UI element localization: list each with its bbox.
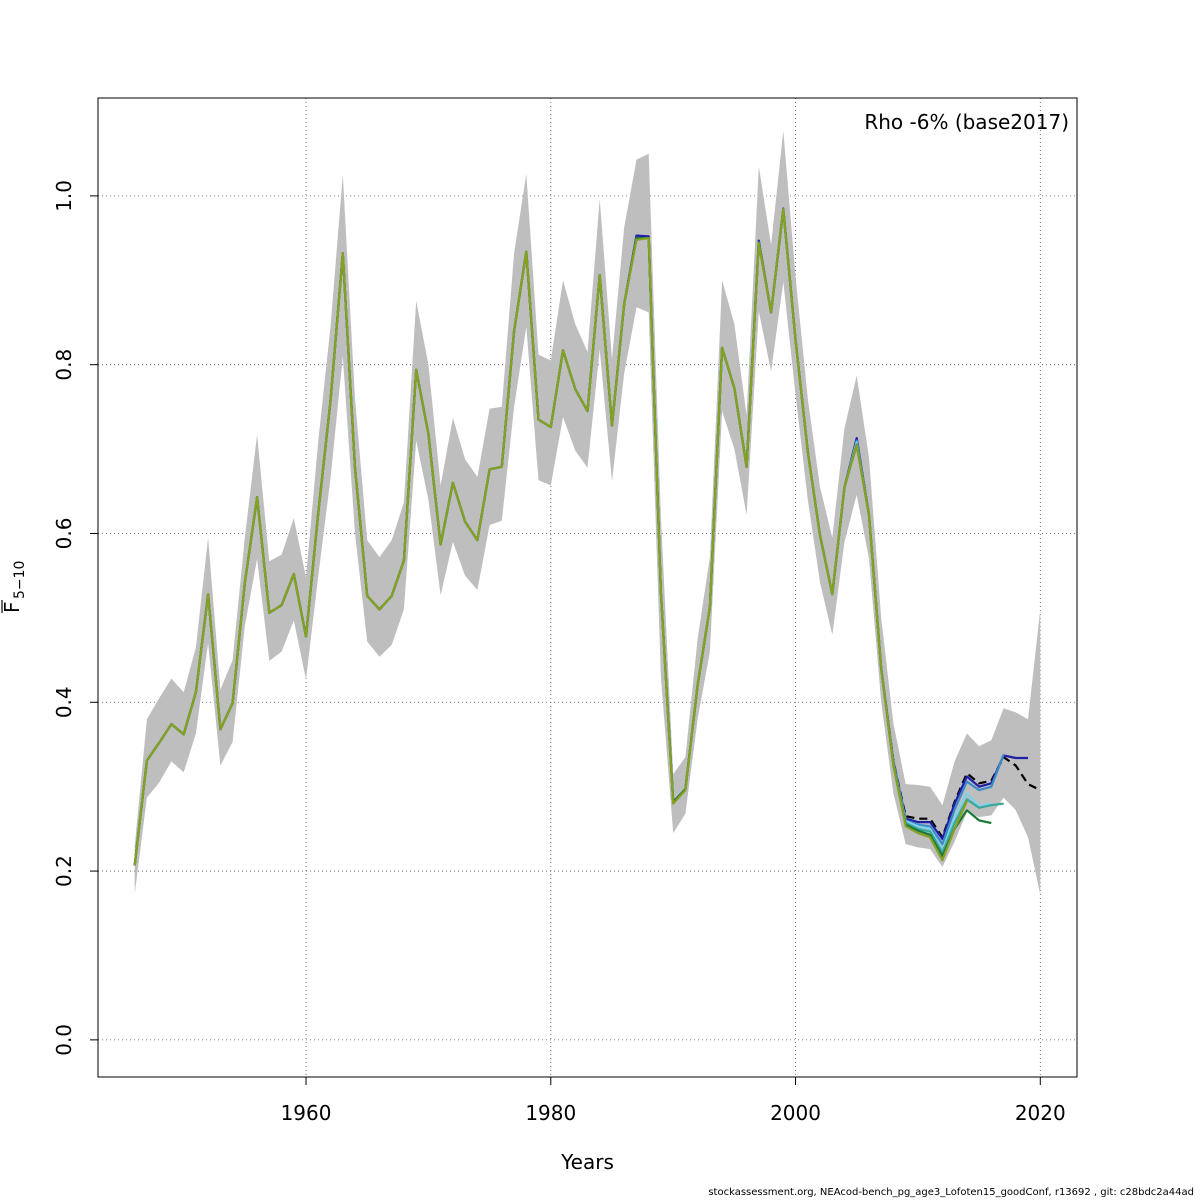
x-tick-label: 2020: [1015, 1101, 1066, 1125]
x-tick-label: 1960: [281, 1101, 332, 1125]
footer-note: stockassessment.org, NEAcod-bench_pg_age…: [708, 1187, 1194, 1198]
x-axis: 1960 1980 2000 2020: [281, 1077, 1066, 1125]
series-line-7: [133, 208, 968, 866]
y-tick-label: 0.8: [52, 349, 76, 381]
series-lines: [133, 207, 1041, 866]
y-axis-title-main: F: [0, 601, 24, 613]
x-tick-label: 2000: [770, 1101, 821, 1125]
y-axis: 0.0 0.2 0.4 0.6 0.8 1.0: [52, 180, 98, 1056]
x-axis-title: Years: [560, 1150, 614, 1174]
plot-frame: [97, 97, 1078, 1078]
y-tick-label: 0.6: [52, 518, 76, 550]
y-tick-label: 0.4: [52, 686, 76, 718]
x-tick-label: 1980: [525, 1101, 576, 1125]
y-axis-title-subscript: 5−10: [12, 561, 28, 599]
y-axis-title: F 5−10: [0, 561, 28, 613]
y-tick-label: 0.0: [52, 1024, 76, 1056]
y-tick-label: 1.0: [52, 180, 76, 212]
rho-annotation: Rho -6% (base2017): [864, 110, 1069, 134]
y-tick-label: 0.2: [52, 855, 76, 887]
